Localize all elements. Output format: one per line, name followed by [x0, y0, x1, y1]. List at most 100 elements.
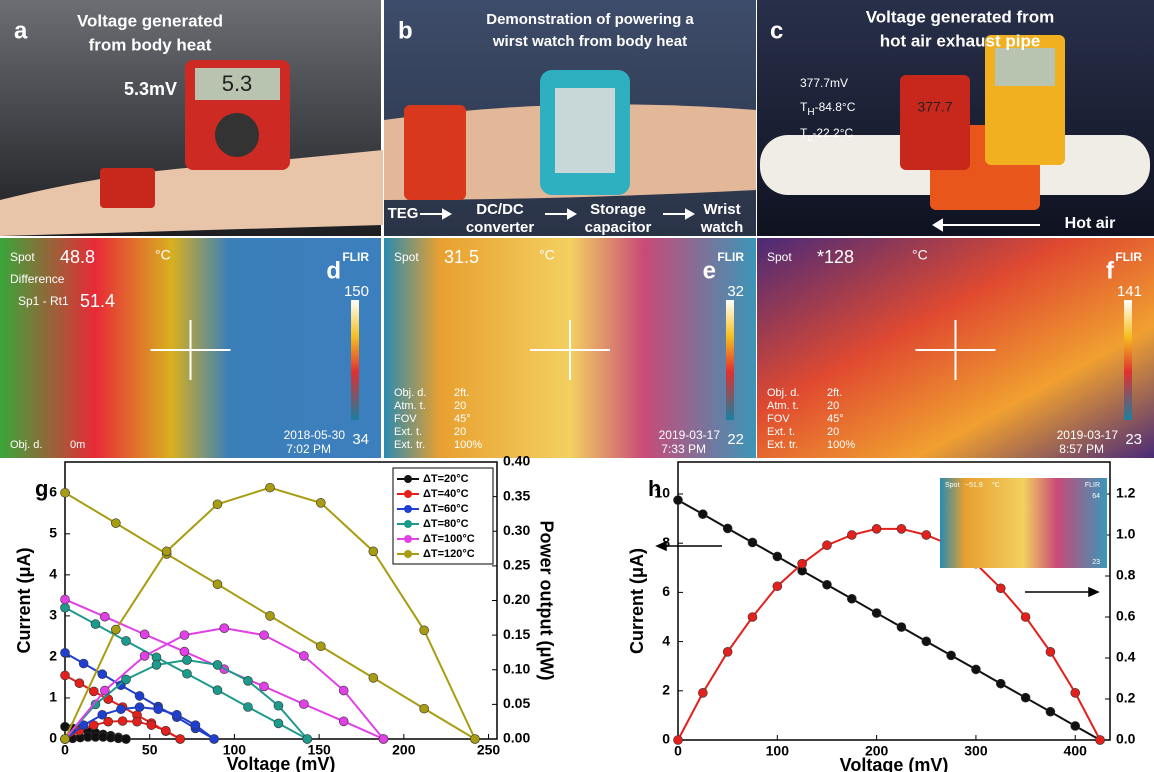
marker: [260, 631, 269, 640]
marker: [420, 704, 429, 713]
marker: [822, 580, 831, 589]
time: 7:33 PM: [661, 442, 706, 456]
time: 8:57 PM: [1059, 442, 1104, 456]
inset-spot-value: ~51.9: [965, 482, 983, 489]
panel-letter: c: [770, 17, 783, 44]
marker: [872, 524, 881, 533]
panel-title: Voltage generated: [77, 11, 223, 30]
info-label: Obj. d.: [394, 387, 426, 399]
spot-label: Spot: [394, 250, 419, 264]
flow-step: Storage: [590, 201, 646, 218]
date: 2019-03-17: [1057, 428, 1119, 442]
flow-step: Wrist: [703, 201, 740, 218]
marker: [897, 623, 906, 632]
scale-min: 22: [727, 431, 744, 448]
info-value: 45°: [827, 413, 844, 425]
flow-step: DC/DC: [476, 201, 524, 218]
marker: [339, 686, 348, 695]
marker: [1021, 612, 1030, 621]
unit: °C: [912, 247, 928, 263]
marker: [111, 519, 120, 528]
info-value: 2ft.: [827, 387, 842, 399]
info-value: 2ft.: [454, 387, 469, 399]
y2-tick-label: 0.35: [503, 487, 530, 503]
x-tick-label: 300: [964, 743, 988, 759]
panel-title: wirst watch from body heat: [492, 33, 687, 50]
y-tick-label: 4: [49, 566, 57, 582]
info-label: Atm. t.: [394, 400, 426, 412]
spot-label: Spot: [10, 250, 35, 264]
info-label: Atm. t.: [767, 400, 799, 412]
marker: [172, 710, 181, 719]
marker: [922, 530, 931, 539]
scale-min: 34: [352, 431, 369, 448]
marker: [182, 669, 191, 678]
marker: [947, 651, 956, 660]
marker: [369, 547, 378, 556]
legend-label: ΔT=80°C: [423, 518, 469, 530]
marker: [61, 671, 70, 680]
meter-display: 377.7: [917, 99, 952, 115]
scale-max: 141: [1117, 283, 1142, 300]
marker: [748, 538, 757, 547]
marker: [61, 603, 70, 612]
marker: [897, 524, 906, 533]
panel-letter: h: [648, 476, 661, 501]
panel-letter: a: [14, 17, 28, 44]
legend-label: ΔT=60°C: [423, 503, 469, 515]
y2-tick-label: 0.2: [1116, 690, 1136, 706]
marker: [847, 530, 856, 539]
marker: [1021, 693, 1030, 702]
color-bar: [1124, 300, 1132, 420]
marker: [191, 721, 200, 730]
marker: [140, 630, 149, 639]
marker: [210, 735, 219, 744]
photo-c: c Voltage generated from hot air exhaust…: [757, 0, 1154, 236]
marker: [162, 547, 171, 556]
marker: [147, 721, 156, 730]
brand: FLIR: [342, 250, 369, 264]
flow-step: TEG: [388, 205, 419, 222]
legend-label: ΔT=120°C: [423, 548, 475, 560]
marker: [369, 673, 378, 682]
marker: [420, 626, 429, 635]
marker: [61, 595, 70, 604]
spot-label: Spot: [767, 250, 792, 264]
x-tick-label: 250: [477, 742, 501, 758]
info-value: 100%: [454, 439, 482, 451]
x-tick-label: 0: [61, 742, 69, 758]
panel-letter: f: [1106, 257, 1115, 284]
chart: 05010015020025001234560.000.050.100.150.…: [14, 453, 557, 772]
y2-tick-label: 0.10: [503, 660, 530, 676]
marker: [379, 735, 388, 744]
legend-label: ΔT=100°C: [423, 533, 475, 545]
subscript: H: [807, 107, 814, 118]
marker: [265, 611, 274, 620]
legend-marker: [404, 520, 412, 528]
info-label: Ext. tr.: [767, 439, 798, 451]
info-value: 20: [454, 400, 466, 412]
marker: [847, 594, 856, 603]
unit: °C: [539, 247, 555, 263]
panel-letter: g: [35, 476, 48, 501]
sp-label: Sp1 - Rt1: [18, 294, 69, 308]
marker: [154, 705, 163, 714]
info-value: 100%: [827, 439, 855, 451]
marker: [822, 541, 831, 550]
value: -22.2°C: [812, 126, 853, 140]
spot-value: 31.5: [444, 247, 479, 267]
y-tick-label: 5: [49, 525, 57, 541]
marker: [176, 735, 185, 744]
inset-min: 23: [1092, 559, 1100, 566]
legend-label: ΔT=20°C: [423, 473, 469, 485]
marker: [152, 660, 161, 669]
photo-a: a Voltage generated from body heat 5.3mV…: [0, 0, 383, 236]
marker: [213, 580, 222, 589]
info-value: 0m: [70, 439, 85, 451]
date: 2019-03-17: [659, 428, 721, 442]
time: 7:02 PM: [286, 442, 331, 456]
marker: [274, 701, 283, 710]
inset: Spot ~51.9 °C FLIR 64 23: [940, 478, 1107, 568]
marker: [79, 659, 88, 668]
x-tick-label: 400: [1064, 743, 1088, 759]
